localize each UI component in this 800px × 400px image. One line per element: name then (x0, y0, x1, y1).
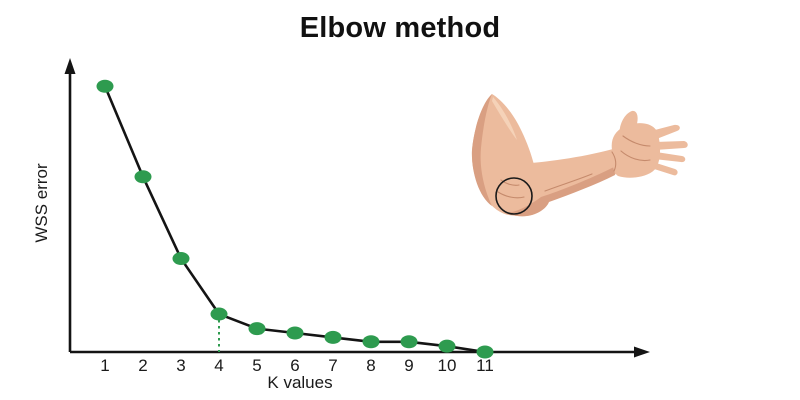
x-tick-label-7: 7 (328, 356, 337, 375)
data-point-k1 (96, 79, 114, 93)
wss-series-line (103, 85, 486, 354)
data-point-k10 (438, 339, 456, 353)
x-tick-label-1: 1 (100, 356, 109, 375)
arm-drawing (471, 94, 688, 217)
data-point-k8 (362, 335, 380, 349)
data-point-k2 (134, 170, 152, 184)
data-point-k4 (210, 307, 228, 321)
x-tick-label-4: 4 (214, 356, 223, 375)
elbow-arm-illustration (471, 94, 688, 217)
x-tick-label-6: 6 (290, 356, 299, 375)
data-point-k11 (476, 345, 494, 359)
x-tick-label-11: 11 (476, 356, 494, 375)
data-point-k7 (324, 330, 342, 344)
y-axis-arrow-icon (64, 58, 76, 74)
data-point-k5 (248, 322, 266, 336)
data-point-k3 (172, 252, 190, 266)
x-axis-label: K values (267, 373, 333, 392)
data-point-k9 (400, 335, 418, 349)
x-tick-label-8: 8 (366, 356, 375, 375)
x-axis-arrow-icon (634, 346, 650, 358)
chart-title: Elbow method (299, 12, 501, 44)
x-tick-label-2: 2 (138, 356, 147, 375)
x-tick-label-5: 5 (252, 356, 261, 375)
x-tick-label-10: 10 (438, 356, 457, 375)
x-tick-label-9: 9 (404, 356, 413, 375)
elbow-circle-annotation (495, 177, 533, 215)
data-point-k6 (286, 326, 304, 340)
x-tick-label-3: 3 (176, 356, 185, 375)
